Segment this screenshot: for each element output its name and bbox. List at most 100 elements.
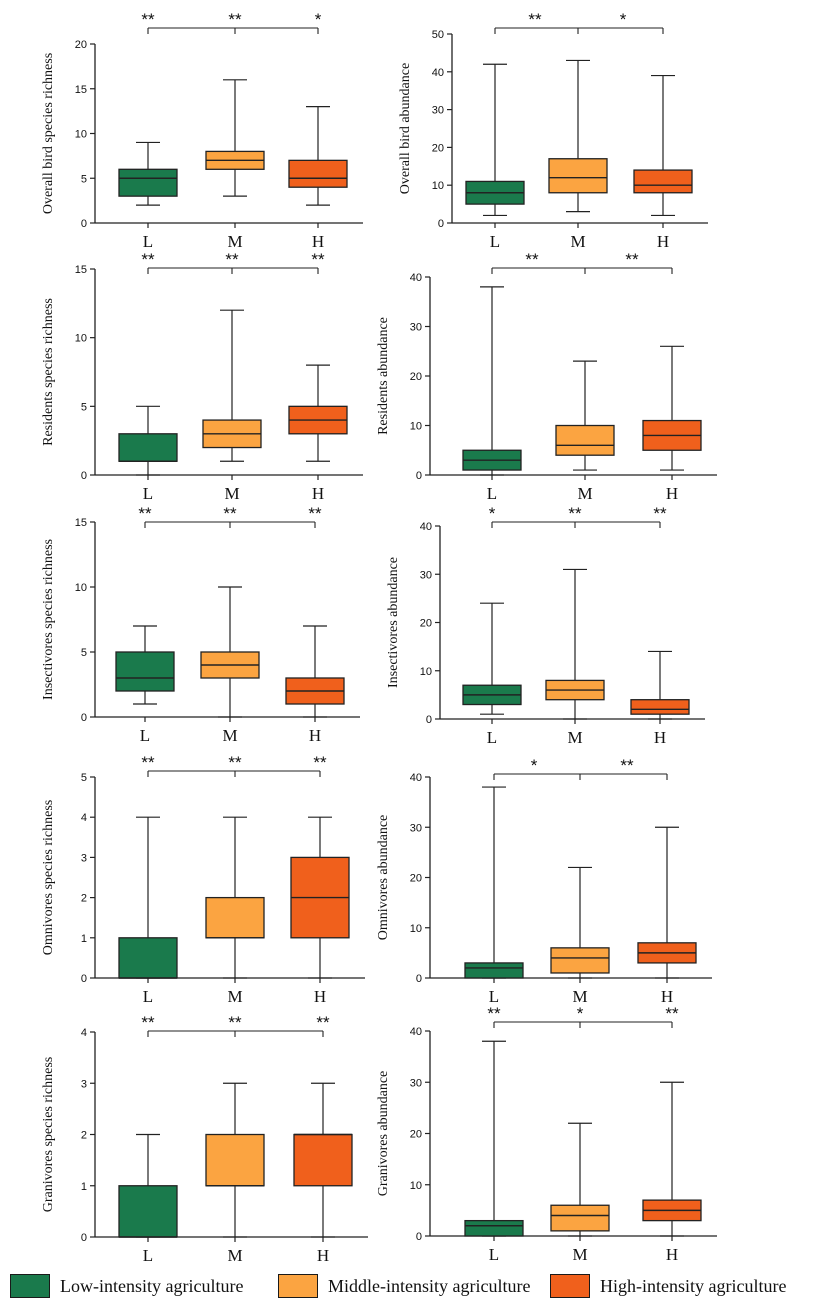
x-tick-label-l: L bbox=[490, 232, 500, 251]
box-h bbox=[642, 345, 702, 471]
y-tick-label: 0 bbox=[81, 218, 87, 230]
significance-star: ** bbox=[141, 753, 155, 772]
legend-swatch-middle bbox=[278, 1274, 318, 1298]
y-tick-label: 10 bbox=[75, 129, 87, 141]
box-l bbox=[118, 405, 178, 476]
y-axis-label: Granivores abundance bbox=[376, 1071, 391, 1197]
iqr-box bbox=[464, 962, 524, 979]
y-tick-label: 5 bbox=[81, 772, 87, 784]
box-h bbox=[285, 625, 345, 718]
iqr-box bbox=[630, 699, 690, 715]
box-m bbox=[555, 360, 615, 471]
legend-label-middle: Middle-intensity agriculture bbox=[328, 1276, 531, 1296]
significance-star: ** bbox=[525, 250, 539, 269]
box-l bbox=[462, 602, 522, 715]
box-l bbox=[464, 1040, 524, 1237]
iqr-box bbox=[118, 433, 178, 462]
panel-residents-species-richness: 0 5 10 15 Residents species richness L M H ** ** *… bbox=[41, 250, 363, 503]
y-tick-label: 3 bbox=[81, 852, 87, 864]
x-tick-label-l: L bbox=[143, 987, 153, 1006]
box-h bbox=[633, 74, 693, 217]
x-tick-label-h: H bbox=[312, 232, 324, 251]
x-tick-label-h: H bbox=[661, 987, 673, 1006]
x-tick-label-l: L bbox=[487, 484, 497, 503]
x-tick-label-m: M bbox=[227, 987, 242, 1006]
x-tick-label-h: H bbox=[666, 484, 678, 503]
y-tick-label: 0 bbox=[416, 470, 422, 482]
box-h bbox=[288, 106, 348, 206]
y-axis-label: Granivores species richness bbox=[41, 1057, 56, 1213]
y-tick-label: 0 bbox=[81, 973, 87, 985]
panel-insectivores-species-richness: 0 5 10 15 Insectivores species richness L M H **… bbox=[41, 504, 360, 745]
x-tick-label-h: H bbox=[657, 232, 669, 251]
significance-star: ** bbox=[620, 756, 634, 775]
box-h bbox=[637, 826, 697, 979]
panel-residents-abundance: 0 10 20 30 40 Residents abundance L M H ** ** bbox=[376, 250, 717, 503]
y-tick-label: 15 bbox=[75, 517, 87, 529]
y-tick-label: 5 bbox=[81, 647, 87, 659]
x-tick-label-h: H bbox=[309, 726, 321, 745]
x-tick-label-m: M bbox=[570, 232, 585, 251]
x-tick-label-m: M bbox=[227, 232, 242, 251]
significance-star: ** bbox=[568, 504, 582, 523]
significance-star: * bbox=[531, 756, 538, 775]
x-tick-label-m: M bbox=[577, 484, 592, 503]
y-tick-label: 0 bbox=[426, 714, 432, 726]
legend-swatch-high bbox=[550, 1274, 590, 1298]
y-tick-label: 0 bbox=[81, 470, 87, 482]
y-tick-label: 10 bbox=[75, 582, 87, 594]
x-tick-label-m: M bbox=[222, 726, 237, 745]
y-tick-label: 10 bbox=[410, 923, 422, 935]
y-tick-label: 30 bbox=[410, 322, 422, 334]
y-tick-label: 0 bbox=[81, 1232, 87, 1244]
significance-star: * bbox=[489, 504, 496, 523]
y-tick-label: 30 bbox=[432, 105, 444, 117]
y-tick-label: 30 bbox=[410, 822, 422, 834]
legend-swatch-low bbox=[10, 1274, 50, 1298]
box-h bbox=[290, 816, 350, 979]
significance-star: ** bbox=[311, 250, 325, 269]
iqr-box bbox=[205, 896, 265, 939]
y-tick-label: 20 bbox=[432, 142, 444, 154]
y-tick-label: 10 bbox=[420, 666, 432, 678]
y-axis-label: Residents species richness bbox=[41, 298, 56, 446]
box-m bbox=[550, 1122, 610, 1237]
y-tick-label: 0 bbox=[416, 973, 422, 985]
y-tick-label: 15 bbox=[75, 264, 87, 276]
iqr-box bbox=[464, 1219, 524, 1237]
x-tick-label-m: M bbox=[567, 728, 582, 747]
y-tick-label: 2 bbox=[81, 893, 87, 905]
y-tick-label: 10 bbox=[432, 180, 444, 192]
significance-star: ** bbox=[228, 1013, 242, 1032]
box-l bbox=[118, 816, 178, 979]
y-tick-label: 3 bbox=[81, 1078, 87, 1090]
y-tick-label: 40 bbox=[420, 521, 432, 533]
panel-granivores-species-richness: 0 1 2 3 4 Granivores species richness L M H ** ** *… bbox=[41, 1013, 368, 1265]
legend: Low-intensity agriculture Middle-intensi… bbox=[0, 1268, 813, 1308]
significance-star: ** bbox=[665, 1004, 679, 1023]
y-axis-label: Residents abundance bbox=[376, 317, 391, 435]
box-l bbox=[462, 286, 522, 476]
y-tick-label: 10 bbox=[410, 421, 422, 433]
y-tick-label: 20 bbox=[410, 1129, 422, 1141]
y-tick-label: 30 bbox=[420, 569, 432, 581]
panel-omnivores-species-richness: 0 1 2 3 4 5 Omnivores species richness L M H ** ** *… bbox=[41, 753, 365, 1006]
iqr-box bbox=[548, 158, 608, 194]
x-tick-label-h: H bbox=[312, 484, 324, 503]
significance-star: ** bbox=[225, 250, 239, 269]
box-h bbox=[288, 364, 348, 462]
y-axis-label: Omnivores abundance bbox=[376, 815, 391, 941]
box-m bbox=[550, 866, 610, 979]
x-tick-label-l: L bbox=[140, 726, 150, 745]
iqr-box bbox=[205, 1133, 265, 1187]
x-tick-label-h: H bbox=[317, 1246, 329, 1265]
iqr-box bbox=[115, 651, 175, 692]
significance-star: ** bbox=[653, 504, 667, 523]
y-tick-label: 20 bbox=[410, 873, 422, 885]
x-tick-label-h: H bbox=[666, 1245, 678, 1264]
